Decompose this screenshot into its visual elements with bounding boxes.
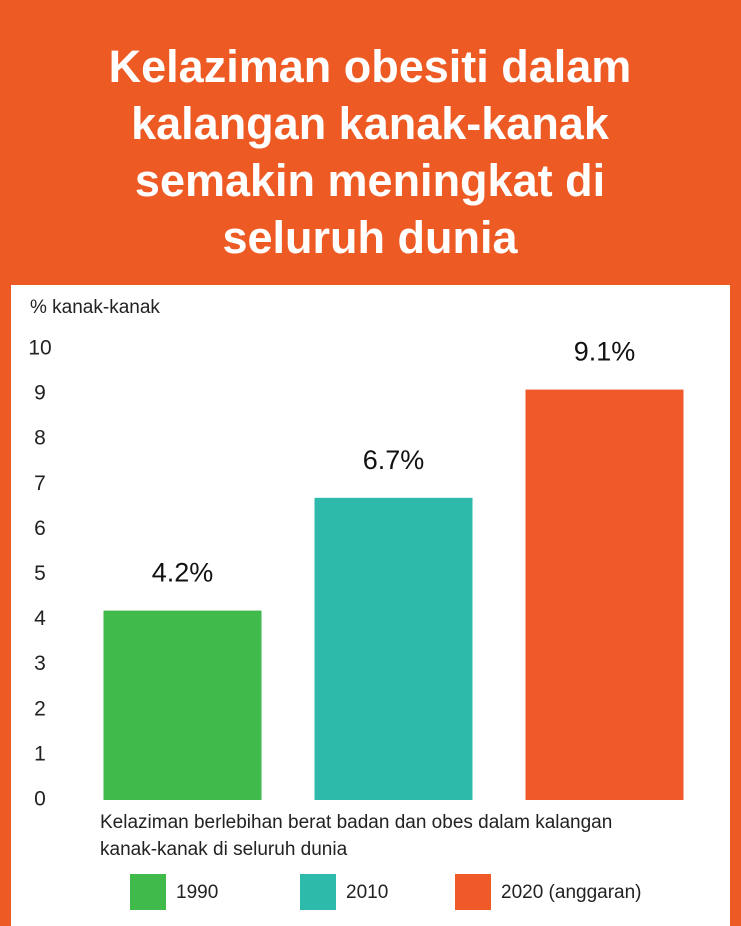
- y-tick-label: 8: [34, 427, 46, 450]
- y-tick-label: 7: [34, 472, 46, 495]
- y-tick-label: 9: [34, 382, 46, 405]
- value-label: 6.7%: [363, 445, 425, 475]
- y-axis-label: % kanak-kanak: [30, 297, 160, 318]
- chart-title: seluruh dunia: [222, 212, 518, 263]
- legend-swatch: [300, 874, 336, 910]
- chart-title: Kelaziman obesiti dalam: [109, 41, 632, 92]
- legend-label: 1990: [176, 882, 218, 903]
- y-tick-label: 1: [34, 742, 46, 765]
- y-tick-label: 6: [34, 517, 46, 540]
- y-tick-label: 4: [34, 607, 46, 630]
- note: Kelaziman berlebihan berat badan dan obe…: [100, 812, 612, 833]
- value-label: 4.2%: [152, 558, 214, 588]
- chart-title: kalangan kanak-kanak: [131, 98, 610, 149]
- legend-swatch: [130, 874, 166, 910]
- chart-title: semakin meningkat di: [135, 155, 605, 206]
- y-tick-label: 0: [34, 788, 46, 811]
- y-tick-label: 5: [34, 562, 46, 585]
- legend-label: 2020 (anggaran): [501, 882, 642, 903]
- legend-label: 2010: [346, 882, 388, 903]
- legend-swatch: [455, 874, 491, 910]
- note: kanak-kanak di seluruh dunia: [100, 839, 348, 860]
- bar: [314, 497, 473, 800]
- y-tick-label: 3: [34, 652, 46, 675]
- y-tick-label: 10: [28, 337, 51, 360]
- value-label: 9.1%: [574, 337, 636, 367]
- bar: [525, 389, 684, 800]
- bar: [103, 610, 262, 800]
- y-tick-label: 2: [34, 697, 46, 720]
